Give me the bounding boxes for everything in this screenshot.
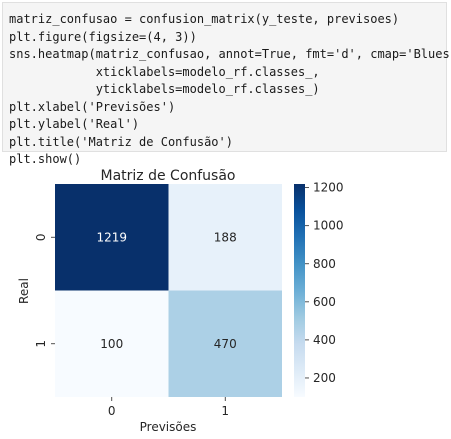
- colorbar-tick-label-400: 400: [313, 333, 336, 347]
- heatmap-annotation-1-0: 100: [100, 337, 123, 351]
- chart-title: Matriz de Confusão: [101, 168, 236, 184]
- x-tick-label-0: 0: [108, 404, 116, 418]
- x-tick-label-1: 1: [221, 404, 229, 418]
- colorbar-ticks: 200 400 600 800 1000 1200: [305, 181, 344, 385]
- colorbar-tick-label-800: 800: [313, 257, 336, 271]
- colorbar-tick-label-1000: 1000: [313, 219, 344, 233]
- heatmap-cells: [55, 184, 282, 397]
- colorbar: [294, 184, 305, 397]
- y-tick-label-1: 1: [34, 340, 48, 348]
- colorbar-tick-label-600: 600: [313, 295, 336, 309]
- colorbar-tick-label-200: 200: [313, 371, 336, 385]
- y-axis-label: Real: [17, 278, 31, 304]
- heatmap-annotation-0-0: 1219: [96, 230, 127, 244]
- heatmap-annotation-1-1: 470: [214, 337, 237, 351]
- y-axis-ticks: 01: [34, 233, 55, 347]
- colorbar-tick-label-1200: 1200: [313, 181, 344, 195]
- y-tick-label-0: 0: [34, 233, 48, 241]
- heatmap-annotation-0-1: 188: [214, 230, 237, 244]
- x-axis-label: Previsões: [140, 420, 197, 434]
